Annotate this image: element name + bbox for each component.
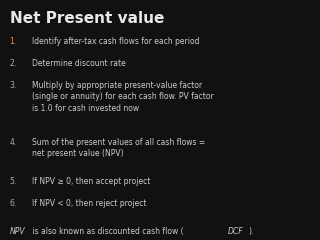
Text: 6.: 6. — [10, 199, 17, 208]
Text: Determine discount rate: Determine discount rate — [32, 59, 126, 68]
Text: DCF: DCF — [228, 227, 244, 236]
Text: If NPV < 0, then reject project: If NPV < 0, then reject project — [32, 199, 147, 208]
Text: Net Present value: Net Present value — [10, 11, 164, 26]
Text: is also known as discounted cash flow (: is also known as discounted cash flow ( — [30, 227, 183, 236]
Text: 5.: 5. — [10, 177, 17, 186]
Text: Identify after-tax cash flows for each period: Identify after-tax cash flows for each p… — [32, 37, 199, 46]
Text: Sum of the present values of all cash flows =
net present value (NPV): Sum of the present values of all cash fl… — [32, 138, 205, 158]
Text: If NPV ≥ 0, then accept project: If NPV ≥ 0, then accept project — [32, 177, 150, 186]
Text: 1.: 1. — [10, 37, 17, 46]
Text: 3.: 3. — [10, 81, 17, 90]
Text: ).: ). — [248, 227, 253, 236]
Text: 4.: 4. — [10, 138, 17, 147]
Text: NPV: NPV — [10, 227, 25, 236]
Text: 2.: 2. — [10, 59, 17, 68]
Text: Multiply by appropriate present-value factor
(single or annuity) for each cash f: Multiply by appropriate present-value fa… — [32, 81, 214, 113]
